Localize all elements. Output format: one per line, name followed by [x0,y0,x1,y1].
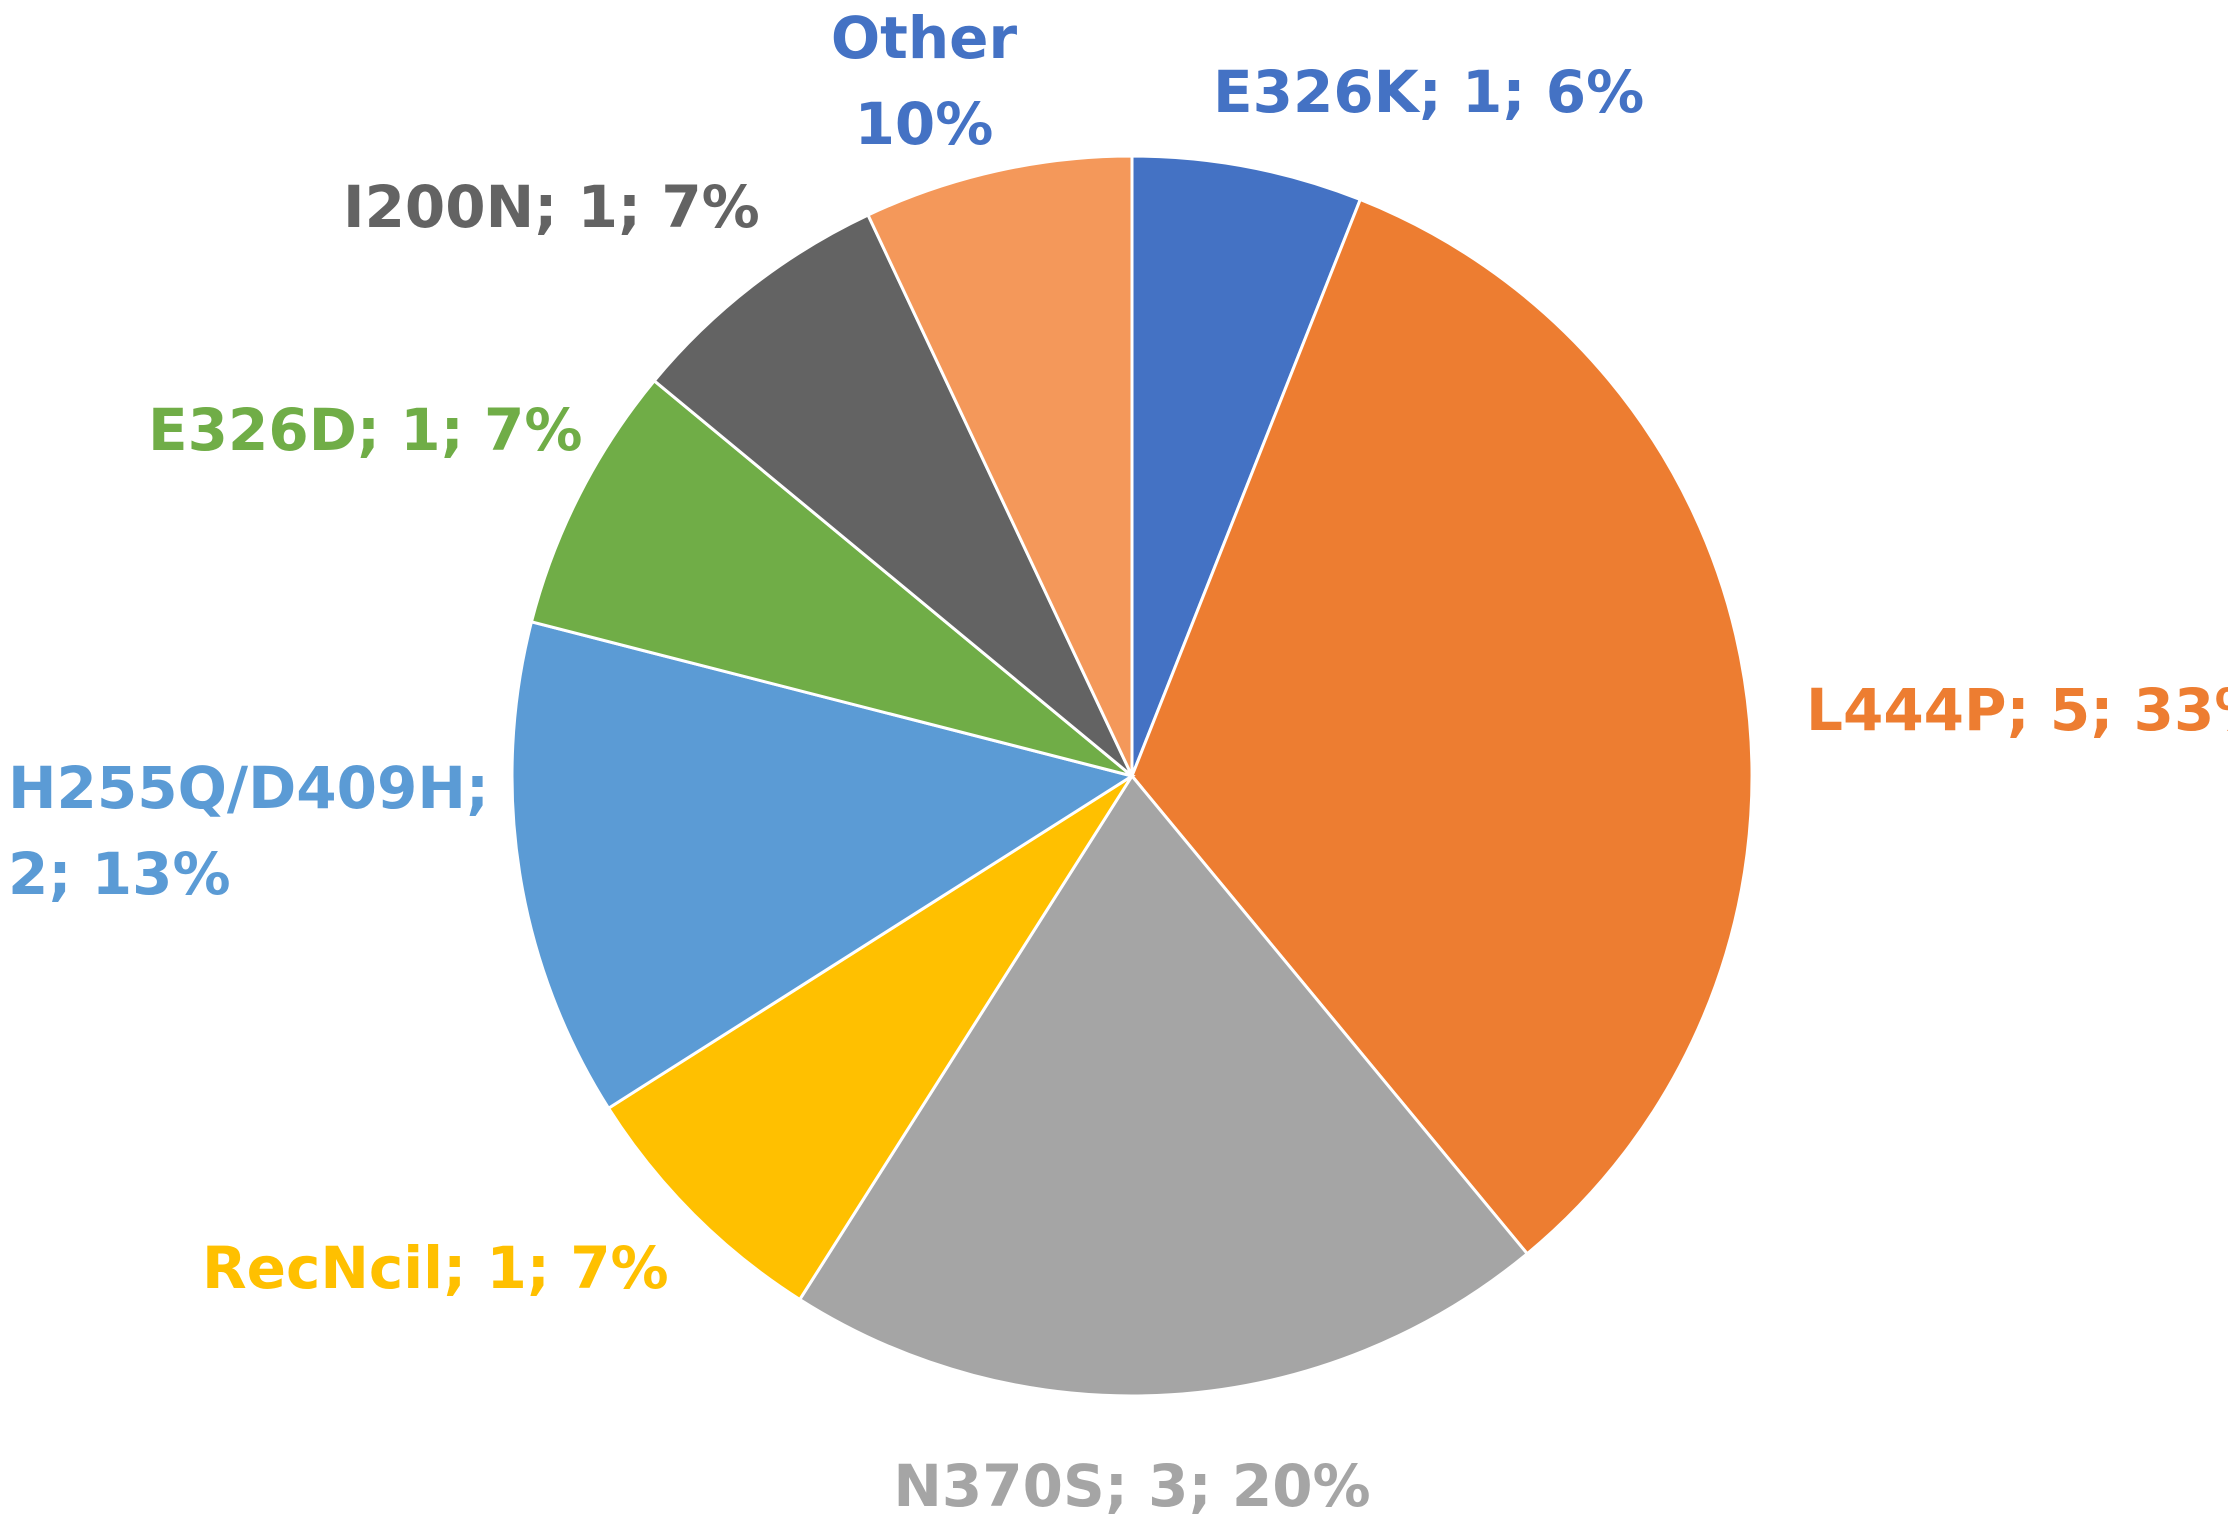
pie-slices [510,154,1754,1398]
data-label-line: E326K; 1; 6% [1213,58,1644,126]
data-label-line: H255Q/D409H; [8,754,489,822]
pie-slice-e326k [1130,154,1363,777]
pie-slice-h255q-d409h [510,619,1136,1111]
data-label-line: 2; 13% [8,840,231,908]
data-label-line: L444P; 5; 33% [1806,676,2228,744]
data-label-l444p: L444P; 5; 33% [1806,676,2228,744]
pie-slice-recncil [606,774,1134,1302]
data-label-e326k: E326K; 1; 6% [1213,58,1644,126]
data-label-n370s: N370S; 3; 20% [893,1452,1370,1520]
data-label-line: E326D; 1; 7% [148,396,582,464]
data-label-i200n: I200N; 1; 7% [343,173,760,241]
pie-slice-l444p [1130,197,1754,1256]
pie-slice-i200n [652,213,1134,778]
pie-slice-n370s [797,773,1530,1398]
data-label-other: Other 10% [831,4,1018,158]
data-label-e326d: E326D; 1; 7% [148,396,582,464]
pie-labels: E326K; 1; 6% L444P; 5; 33% N370S; 3; 20% Re… [8,4,2228,1520]
data-label-line: N370S; 3; 20% [893,1452,1370,1520]
data-label-recncil: RecNcil; 1; 7% [202,1234,669,1302]
data-label-line: 10% [855,90,994,158]
data-label-h255q-d409h: H255Q/D409H; 2; 13% [8,754,489,908]
pie-slice-e326d [529,378,1133,778]
data-label-line: I200N; 1; 7% [343,173,760,241]
data-label-line: Other [831,4,1018,72]
data-label-line: RecNcil; 1; 7% [202,1234,669,1302]
pie-slice-other [866,154,1134,777]
